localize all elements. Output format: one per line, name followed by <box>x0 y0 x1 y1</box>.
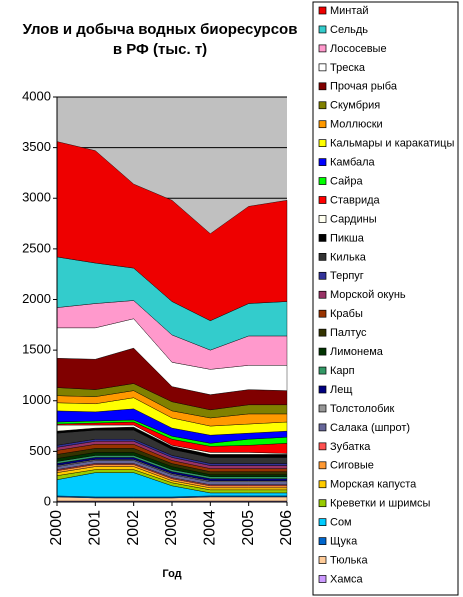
legend-label: Сардины <box>330 213 377 225</box>
y-tick-label: 2000 <box>22 291 51 306</box>
legend-label: Тюлька <box>330 554 368 566</box>
legend-marker <box>318 101 327 110</box>
x-tick-label: 2006 <box>278 510 295 546</box>
legend-label: Щука <box>330 536 358 548</box>
legend-label: Сайра <box>330 175 363 187</box>
legend-label: Хамса <box>330 573 364 585</box>
legend-marker <box>318 480 327 489</box>
legend-label: Сиговые <box>330 460 374 472</box>
legend-label: Крабы <box>330 308 363 320</box>
legend-box <box>312 1 459 596</box>
legend-marker <box>318 196 327 204</box>
legend-label: Креветки и шримсы <box>330 498 431 510</box>
x-tick-label: 2005 <box>240 510 257 546</box>
legend-marker <box>318 271 327 280</box>
x-tick-label: 2002 <box>125 510 142 546</box>
legend-marker <box>318 63 327 72</box>
legend-marker <box>318 6 327 15</box>
legend-label: Пикша <box>330 232 365 244</box>
legend-label: Сом <box>330 517 352 529</box>
x-tick-label: 2000 <box>48 510 65 546</box>
legend-marker <box>318 537 327 545</box>
legend-label: Треска <box>330 62 366 74</box>
legend-label: Ставрида <box>330 194 381 206</box>
legend-marker <box>318 215 327 223</box>
y-tick-label: 3000 <box>22 190 51 205</box>
legend-label: Салака (шпрот) <box>330 422 410 434</box>
legend-marker <box>318 309 327 318</box>
legend-label: Кальмары и каракатицы <box>330 138 454 150</box>
legend-marker <box>318 158 327 166</box>
legend-marker <box>318 44 327 53</box>
area <box>56 141 288 321</box>
y-tick-label: 4000 <box>22 88 51 103</box>
y-tick-label: 0 <box>44 493 51 508</box>
chart-title: Улов и добыча водных биоресурсов <box>23 21 298 38</box>
legend-marker <box>318 575 327 583</box>
legend-marker <box>318 328 327 337</box>
x-axis-label: Год <box>162 568 181 580</box>
legend-marker <box>318 556 327 564</box>
legend-marker <box>318 290 327 299</box>
legend-marker <box>318 120 327 129</box>
y-tick-label: 3500 <box>22 139 51 154</box>
legend-label: Скумбрия <box>330 100 380 112</box>
legend-marker <box>318 423 327 432</box>
legend-marker <box>318 442 327 451</box>
legend-marker <box>318 518 327 527</box>
legend-marker <box>318 25 327 34</box>
legend-label: Терпуг <box>330 270 364 282</box>
x-tick-label: 2004 <box>202 510 219 546</box>
chart-title: в РФ (тыс. т) <box>113 41 207 58</box>
legend-label: Минтай <box>330 5 369 17</box>
legend-label: Карп <box>330 365 355 377</box>
legend-marker <box>318 139 327 147</box>
legend-label: Зубатка <box>330 441 371 453</box>
legend-label: Камбала <box>330 157 376 169</box>
legend-marker <box>318 366 327 375</box>
legend-marker <box>318 385 327 394</box>
legend-label: Лещ <box>330 384 352 396</box>
y-tick-label: 1000 <box>22 392 51 407</box>
legend-label: Килька <box>330 251 367 263</box>
legend-marker <box>318 461 327 470</box>
legend-marker <box>318 253 327 261</box>
legend-marker <box>318 82 327 91</box>
legend-label: Моллюски <box>330 119 383 131</box>
legend-label: Морская капуста <box>330 479 417 491</box>
legend-label: Сельдь <box>330 24 368 36</box>
legend-marker <box>318 347 327 356</box>
legend-label: Толстолобик <box>330 403 395 415</box>
y-tick-label: 500 <box>29 443 51 458</box>
legend-label: Лимонема <box>330 346 384 358</box>
legend-marker <box>318 177 327 185</box>
legend-marker <box>318 234 327 242</box>
x-tick-label: 2001 <box>87 510 104 546</box>
legend-label: Прочая рыба <box>330 81 398 93</box>
legend-marker <box>318 404 327 413</box>
y-tick-label: 2500 <box>22 240 51 255</box>
legend-label: Лососевые <box>330 43 387 55</box>
legend-marker <box>318 499 327 508</box>
legend-label: Морской окунь <box>330 289 406 301</box>
y-tick-label: 1500 <box>22 342 51 357</box>
x-tick-label: 2003 <box>163 510 180 546</box>
legend-label: Палтус <box>330 327 367 339</box>
